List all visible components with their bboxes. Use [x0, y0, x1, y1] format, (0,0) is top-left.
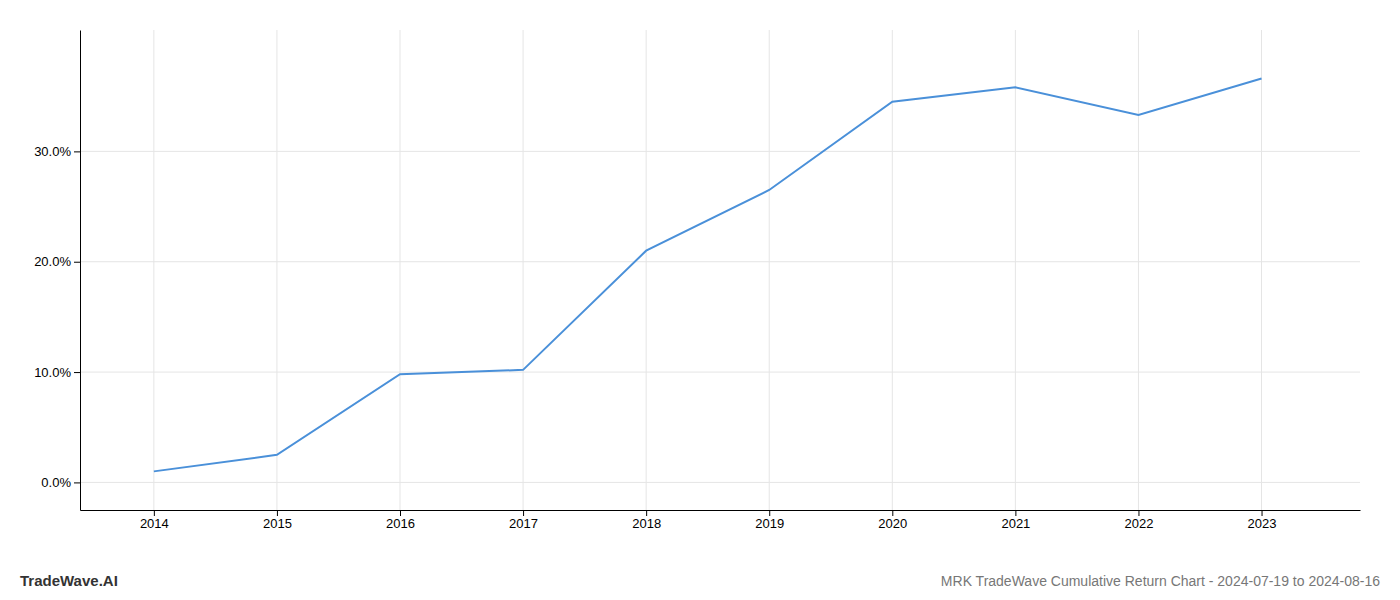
grid-line-y	[80, 151, 1360, 152]
y-tick: 30.0%	[34, 144, 80, 159]
x-tick-mark	[400, 510, 401, 516]
x-tick-label: 2016	[386, 516, 415, 531]
x-tick: 2023	[1248, 510, 1277, 531]
x-tick-mark	[154, 510, 155, 516]
x-tick: 2014	[140, 510, 169, 531]
axis-line	[81, 510, 1361, 511]
grid-line-y	[80, 372, 1360, 373]
grid-line-x	[1261, 30, 1262, 510]
y-tick-mark	[74, 262, 80, 263]
x-tick: 2020	[878, 510, 907, 531]
grid-line-y	[80, 261, 1360, 262]
x-tick-label: 2020	[878, 516, 907, 531]
grid-line-x	[400, 30, 401, 510]
x-tick: 2022	[1125, 510, 1154, 531]
y-tick-mark	[74, 482, 80, 483]
x-tick-mark	[277, 510, 278, 516]
x-tick-mark	[646, 510, 647, 516]
grid-line-x	[769, 30, 770, 510]
x-tick: 2018	[632, 510, 661, 531]
x-axis: 2014 2015 2016 2017 2018 2019 2020 2021 2022 2023	[81, 510, 1361, 531]
x-tick-mark	[523, 510, 524, 516]
x-tick-mark	[769, 510, 770, 516]
title: MRK TradeWave Cumulative Return Chart - …	[941, 573, 1380, 589]
line	[154, 79, 1262, 472]
annotation: TradeWave.AI	[20, 572, 118, 589]
grid-line-x	[276, 30, 277, 510]
grid-line-x	[1138, 30, 1139, 510]
grid-line-x	[646, 30, 647, 510]
x-tick-label: 2015	[263, 516, 292, 531]
grid	[80, 30, 1360, 510]
y-tick: 20.0%	[34, 254, 80, 269]
y-tick: 0.0%	[41, 475, 80, 490]
grid-line-x	[523, 30, 524, 510]
x-tick: 2017	[509, 510, 538, 531]
y-tick-mark	[74, 151, 80, 152]
x-tick: 2016	[386, 510, 415, 531]
x-tick-mark	[1138, 510, 1139, 516]
y-tick-label: 20.0%	[34, 254, 71, 269]
y-tick: 10.0%	[34, 365, 80, 380]
x-tick-mark	[1262, 510, 1263, 516]
y-axis: 0.0% 10.0% 20.0% 30.0%	[34, 31, 80, 511]
x-tick-label: 2022	[1125, 516, 1154, 531]
axis-line	[80, 31, 81, 511]
x-tick-mark	[1015, 510, 1016, 516]
grid-line-y	[80, 482, 1360, 483]
grid-line-x	[153, 30, 154, 510]
x-tick: 2021	[1001, 510, 1030, 531]
x-tick-label: 2023	[1248, 516, 1277, 531]
y-tick-label: 10.0%	[34, 365, 71, 380]
x-tick-mark	[892, 510, 893, 516]
x-tick: 2019	[755, 510, 784, 531]
plot-area	[154, 79, 1262, 472]
x-tick-label: 2017	[509, 516, 538, 531]
chart: 2014 2015 2016 2017 2018 2019 2020 2021 2022 2023…	[0, 0, 1400, 600]
x-tick-label: 2014	[140, 516, 169, 531]
x-tick-label: 2019	[755, 516, 784, 531]
x-tick-label: 2018	[632, 516, 661, 531]
y-tick-mark	[74, 372, 80, 373]
x-tick: 2015	[263, 510, 292, 531]
y-tick-label: 30.0%	[34, 144, 71, 159]
y-tick-label: 0.0%	[41, 475, 71, 490]
grid-line-x	[1015, 30, 1016, 510]
x-tick-label: 2021	[1001, 516, 1030, 531]
